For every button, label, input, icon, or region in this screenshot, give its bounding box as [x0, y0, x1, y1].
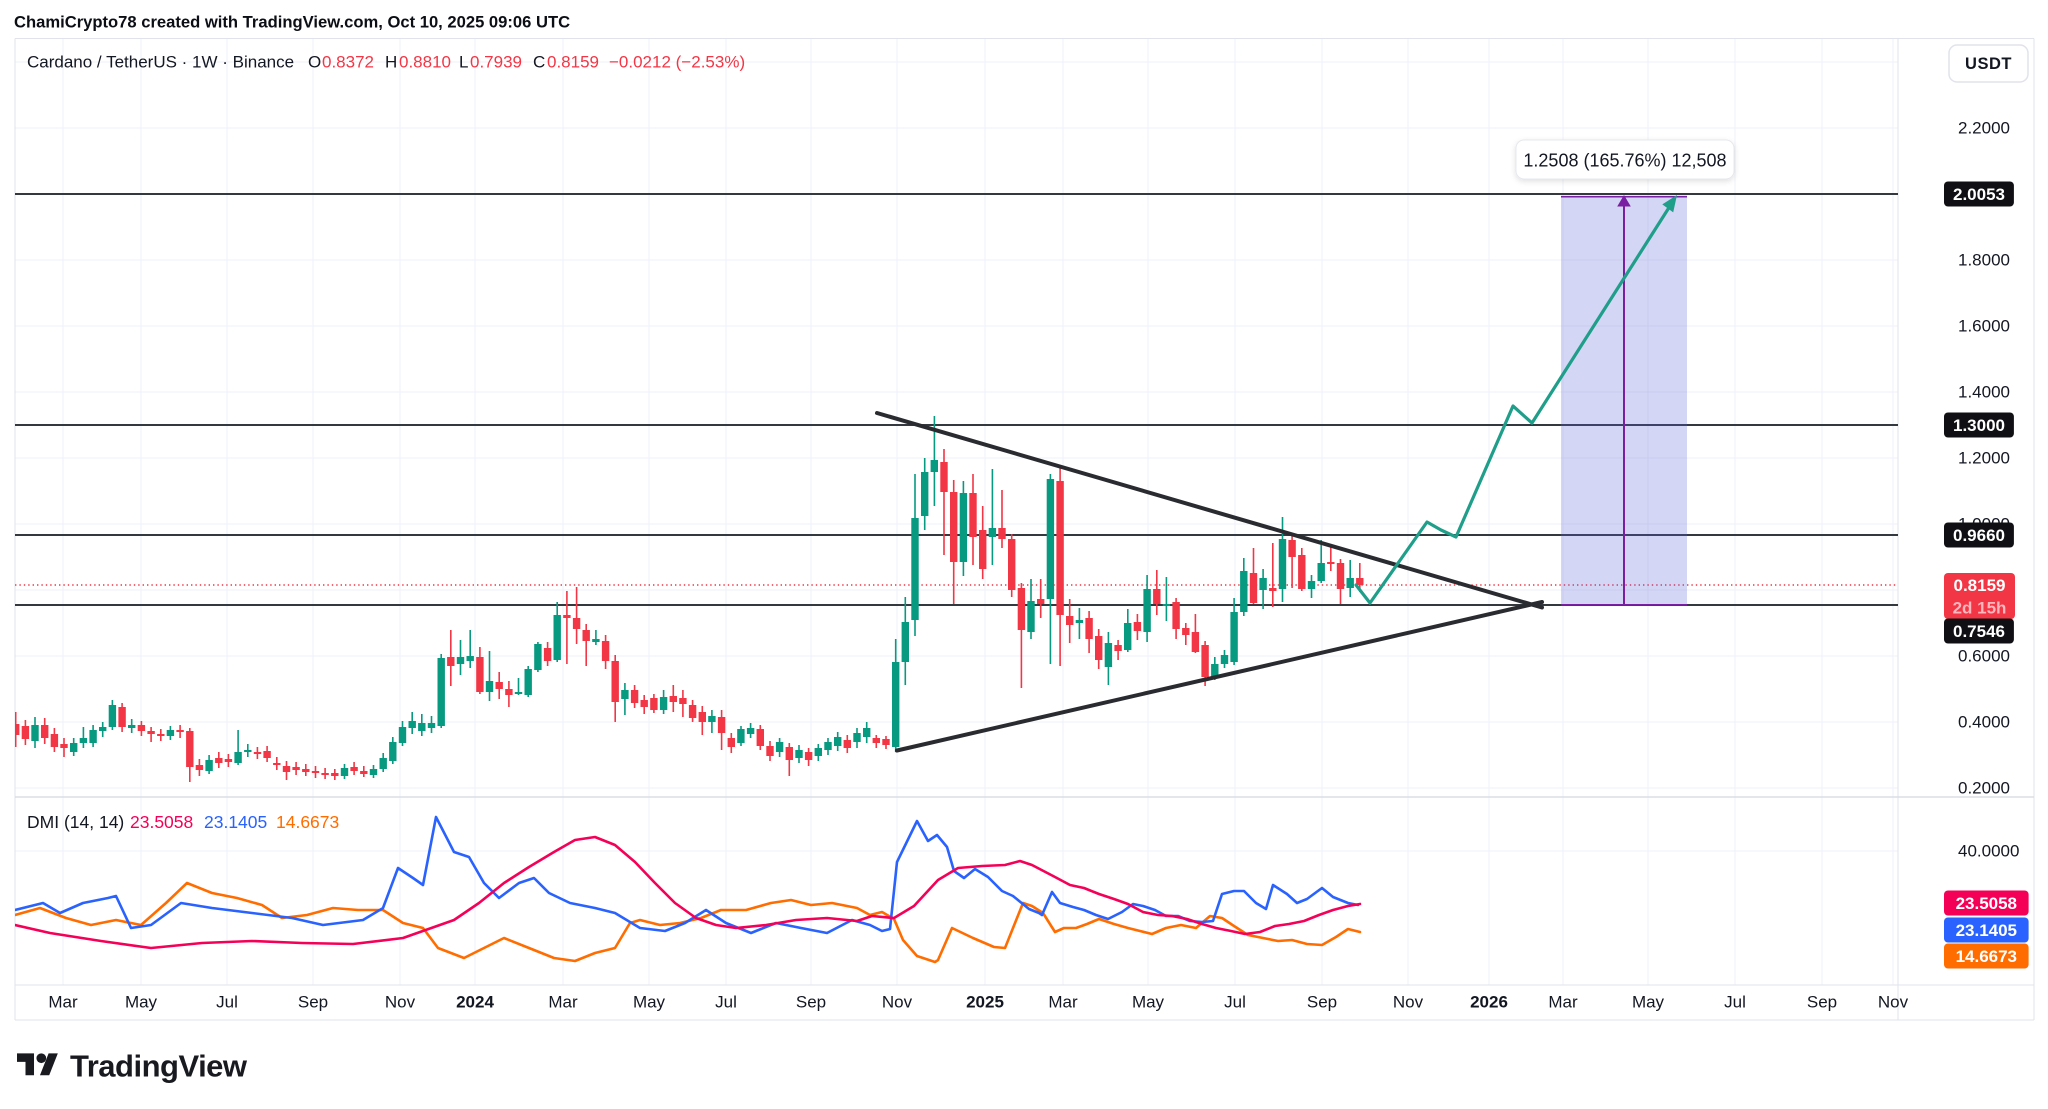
svg-text:23.1405: 23.1405	[1956, 921, 2017, 940]
svg-text:14.6673: 14.6673	[1956, 947, 2017, 966]
svg-text:0.8810: 0.8810	[399, 53, 451, 72]
svg-text:1.8000: 1.8000	[1958, 251, 2010, 270]
svg-text:May: May	[125, 993, 158, 1012]
svg-text:Jul: Jul	[715, 993, 737, 1012]
svg-text:Nov: Nov	[1878, 993, 1909, 1012]
svg-text:23.1405: 23.1405	[204, 812, 267, 832]
svg-text:23.5058: 23.5058	[130, 812, 193, 832]
svg-text:Sep: Sep	[1307, 993, 1337, 1012]
svg-text:L: L	[459, 53, 468, 72]
svg-text:1.3000: 1.3000	[1953, 416, 2005, 435]
svg-text:May: May	[633, 993, 666, 1012]
svg-text:May: May	[1132, 993, 1165, 1012]
svg-text:H: H	[385, 53, 397, 72]
svg-text:0.9660: 0.9660	[1953, 526, 2005, 545]
svg-text:23.5058: 23.5058	[1956, 894, 2017, 913]
svg-text:14.6673: 14.6673	[276, 812, 339, 832]
svg-text:Mar: Mar	[1048, 993, 1078, 1012]
svg-text:Mar: Mar	[48, 993, 78, 1012]
svg-text:−0.0212 (−2.53%): −0.0212 (−2.53%)	[609, 53, 745, 72]
svg-text:1.4000: 1.4000	[1958, 383, 2010, 402]
svg-text:Nov: Nov	[882, 993, 913, 1012]
svg-text:Cardano / TetherUS · 1W · Bina: Cardano / TetherUS · 1W · Binance	[27, 53, 294, 72]
svg-text:0.7546: 0.7546	[1953, 622, 2005, 641]
svg-text:Mar: Mar	[1548, 993, 1578, 1012]
svg-text:2.0053: 2.0053	[1953, 185, 2005, 204]
svg-text:ChamiCrypto78 created with Tra: ChamiCrypto78 created with TradingView.c…	[14, 13, 570, 32]
svg-text:Nov: Nov	[1393, 993, 1424, 1012]
svg-text:Jul: Jul	[1224, 993, 1246, 1012]
svg-text:Jul: Jul	[1724, 993, 1746, 1012]
svg-text:2024: 2024	[456, 993, 494, 1012]
svg-text:Sep: Sep	[796, 993, 826, 1012]
svg-text:1.6000: 1.6000	[1958, 317, 2010, 336]
svg-text:Sep: Sep	[1807, 993, 1837, 1012]
svg-text:1.2000: 1.2000	[1958, 449, 2010, 468]
svg-text:0.7939: 0.7939	[470, 53, 522, 72]
svg-text:O: O	[308, 53, 321, 72]
svg-text:1.2508 (165.76%) 12,508: 1.2508 (165.76%) 12,508	[1523, 151, 1726, 171]
svg-text:Jul: Jul	[216, 993, 238, 1012]
svg-text:Mar: Mar	[548, 993, 578, 1012]
svg-text:0.8159: 0.8159	[1954, 576, 2006, 595]
svg-text:DMI (14, 14): DMI (14, 14)	[27, 812, 124, 832]
svg-text:2d 15h: 2d 15h	[1953, 599, 2007, 618]
svg-text:2.2000: 2.2000	[1958, 119, 2010, 138]
svg-text:0.8372: 0.8372	[322, 53, 374, 72]
svg-text:C: C	[533, 53, 545, 72]
svg-text:TradingView: TradingView	[70, 1049, 248, 1084]
svg-text:0.2000: 0.2000	[1958, 779, 2010, 798]
svg-text:40.0000: 40.0000	[1958, 842, 2019, 861]
svg-text:2025: 2025	[966, 993, 1004, 1012]
svg-text:0.8159: 0.8159	[547, 53, 599, 72]
svg-text:0.4000: 0.4000	[1958, 713, 2010, 732]
svg-text:USDT: USDT	[1965, 55, 2012, 73]
svg-text:2026: 2026	[1470, 993, 1508, 1012]
svg-text:0.6000: 0.6000	[1958, 647, 2010, 666]
svg-text:Sep: Sep	[298, 993, 328, 1012]
svg-text:Nov: Nov	[385, 993, 416, 1012]
svg-text:May: May	[1632, 993, 1665, 1012]
